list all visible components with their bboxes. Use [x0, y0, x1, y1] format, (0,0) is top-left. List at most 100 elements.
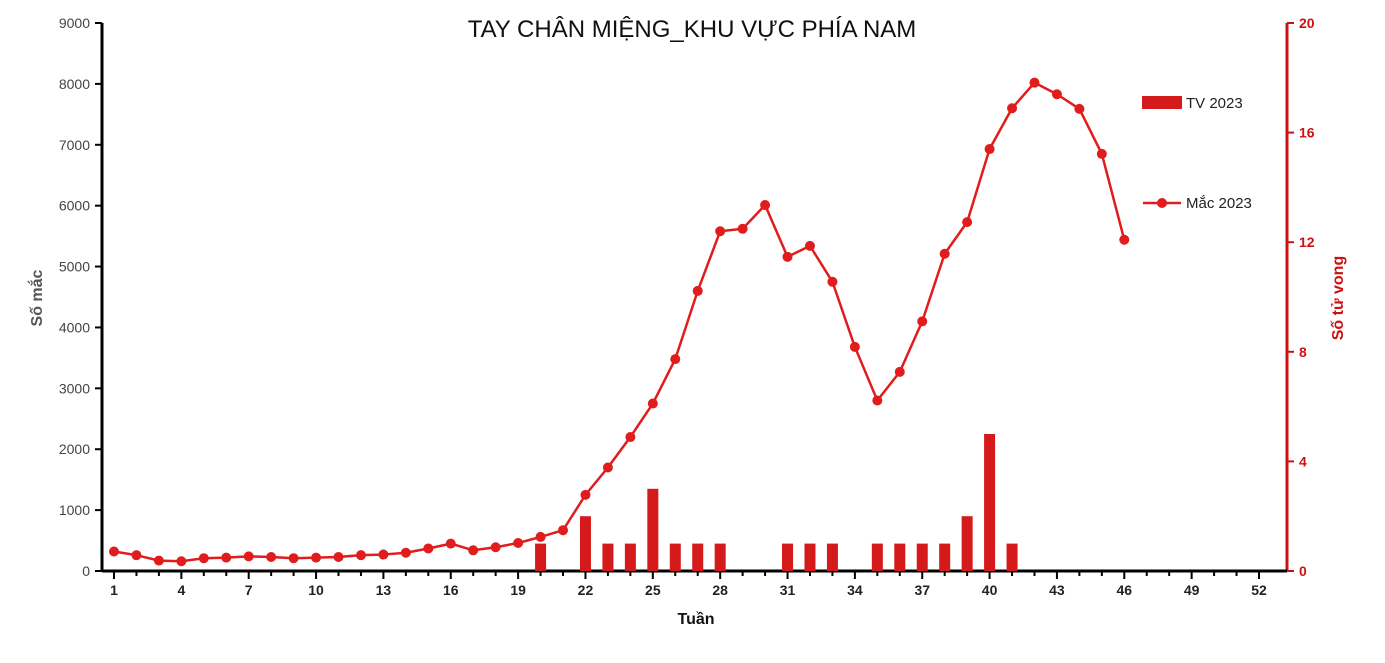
chart-title: TAY CHÂN MIỆNG_KHU VỰC PHÍA NAM [468, 16, 917, 43]
point-mac-2023 [400, 547, 411, 558]
y-right-tick-label: 12 [1299, 234, 1315, 250]
y-left-tick-label: 1000 [59, 502, 90, 518]
bar-tv-2023 [535, 543, 547, 571]
y-axis-right-title: Số tử vong [1330, 256, 1347, 340]
bar-tv-2023 [624, 543, 636, 571]
point-mac-2023 [782, 251, 793, 262]
point-mac-2023 [760, 200, 771, 211]
axes: 0 1000 2000 3000 4000 5000 6000 7000 8000 9000 0 4 8… [59, 15, 1315, 598]
point-mac-2023 [1096, 148, 1107, 159]
x-tick-label: 4 [177, 582, 185, 598]
bar-tv-2023 [939, 543, 951, 571]
point-mac-2023 [266, 551, 277, 562]
point-mac-2023 [513, 537, 524, 548]
bar-tv-2023 [714, 543, 726, 571]
point-mac-2023 [288, 553, 299, 564]
bar-tv-2023 [647, 488, 659, 571]
bar-tv-2023 [579, 516, 591, 571]
point-mac-2023 [1007, 103, 1018, 114]
point-mac-2023 [647, 398, 658, 409]
y-right-tick-label: 4 [1299, 453, 1307, 469]
bar-tv-2023 [692, 543, 704, 571]
point-mac-2023 [378, 549, 389, 560]
point-mac-2023 [243, 551, 254, 562]
line-series-mac-2023 [109, 77, 1130, 567]
x-tick-label: 25 [645, 582, 661, 598]
legend-swatch-tv-2023 [1142, 96, 1182, 109]
point-mac-2023 [1119, 234, 1130, 245]
point-mac-2023 [625, 432, 636, 443]
point-mac-2023 [1029, 77, 1040, 88]
x-tick-label: 31 [780, 582, 796, 598]
point-mac-2023 [311, 552, 322, 563]
point-mac-2023 [872, 395, 883, 406]
point-mac-2023 [804, 240, 815, 251]
point-mac-2023 [670, 354, 681, 365]
point-mac-2023 [423, 543, 434, 554]
x-tick-label: 19 [510, 582, 526, 598]
y-left-tick-label: 3000 [59, 380, 90, 396]
point-mac-2023 [962, 217, 973, 228]
x-tick-label: 1 [110, 582, 118, 598]
point-mac-2023 [894, 366, 905, 377]
point-mac-2023 [737, 223, 748, 234]
bar-tv-2023 [782, 543, 794, 571]
point-mac-2023 [153, 555, 164, 566]
x-tick-label: 46 [1117, 582, 1133, 598]
point-mac-2023 [355, 550, 366, 561]
line-mac-2023 [113, 81, 1126, 563]
x-tick-label: 22 [578, 582, 594, 598]
bar-tv-2023 [826, 543, 838, 571]
bar-tv-2023 [984, 434, 996, 571]
x-tick-label: 34 [847, 582, 863, 598]
y-right-tick-label: 0 [1299, 563, 1307, 579]
x-tick-label: 52 [1251, 582, 1267, 598]
y-right-tick-label: 16 [1299, 125, 1315, 141]
x-tick-label: 43 [1049, 582, 1065, 598]
x-tick-label: 49 [1184, 582, 1200, 598]
point-mac-2023 [131, 550, 142, 561]
point-mac-2023 [580, 489, 591, 500]
point-mac-2023 [917, 316, 928, 327]
point-mac-2023 [602, 462, 613, 473]
legend-swatch-marker-mac-2023 [1157, 198, 1167, 208]
bar-tv-2023 [961, 516, 973, 571]
y-left-tick-label: 7000 [59, 137, 90, 153]
point-mac-2023 [692, 285, 703, 296]
bar-tv-2023 [1006, 543, 1018, 571]
x-tick-label: 13 [376, 582, 392, 598]
point-mac-2023 [109, 546, 119, 557]
y-left-tick-label: 4000 [59, 319, 90, 335]
point-mac-2023 [827, 276, 838, 287]
y-right-tick-label: 8 [1299, 344, 1307, 360]
x-tick-label: 10 [308, 582, 324, 598]
x-tick-label: 40 [982, 582, 998, 598]
point-mac-2023 [490, 542, 501, 553]
point-mac-2023 [468, 545, 479, 556]
point-mac-2023 [939, 248, 950, 259]
bar-tv-2023 [669, 543, 681, 571]
point-mac-2023 [558, 525, 569, 536]
point-mac-2023 [984, 144, 995, 155]
bar-tv-2023 [602, 543, 614, 571]
bar-tv-2023 [894, 543, 906, 571]
point-mac-2023 [1051, 89, 1062, 100]
bar-series-tv-2023 [535, 434, 1018, 571]
point-mac-2023 [445, 538, 456, 549]
point-mac-2023 [176, 556, 187, 567]
point-mac-2023 [1074, 103, 1085, 114]
x-tick-label: 28 [712, 582, 728, 598]
y-left-tick-label: 8000 [59, 76, 90, 92]
y-left-tick-label: 6000 [59, 198, 90, 214]
y-left-tick-label: 5000 [59, 259, 90, 275]
point-mac-2023 [715, 226, 726, 237]
point-mac-2023 [198, 553, 209, 564]
x-tick-label: 37 [914, 582, 930, 598]
legend-label-tv-2023: TV 2023 [1186, 95, 1243, 112]
point-mac-2023 [333, 551, 344, 562]
point-mac-2023 [535, 531, 546, 542]
y-right-tick-label: 20 [1299, 15, 1315, 31]
y-left-tick-label: 0 [82, 563, 90, 579]
y-left-tick-label: 9000 [59, 15, 90, 31]
point-mac-2023 [221, 552, 232, 563]
